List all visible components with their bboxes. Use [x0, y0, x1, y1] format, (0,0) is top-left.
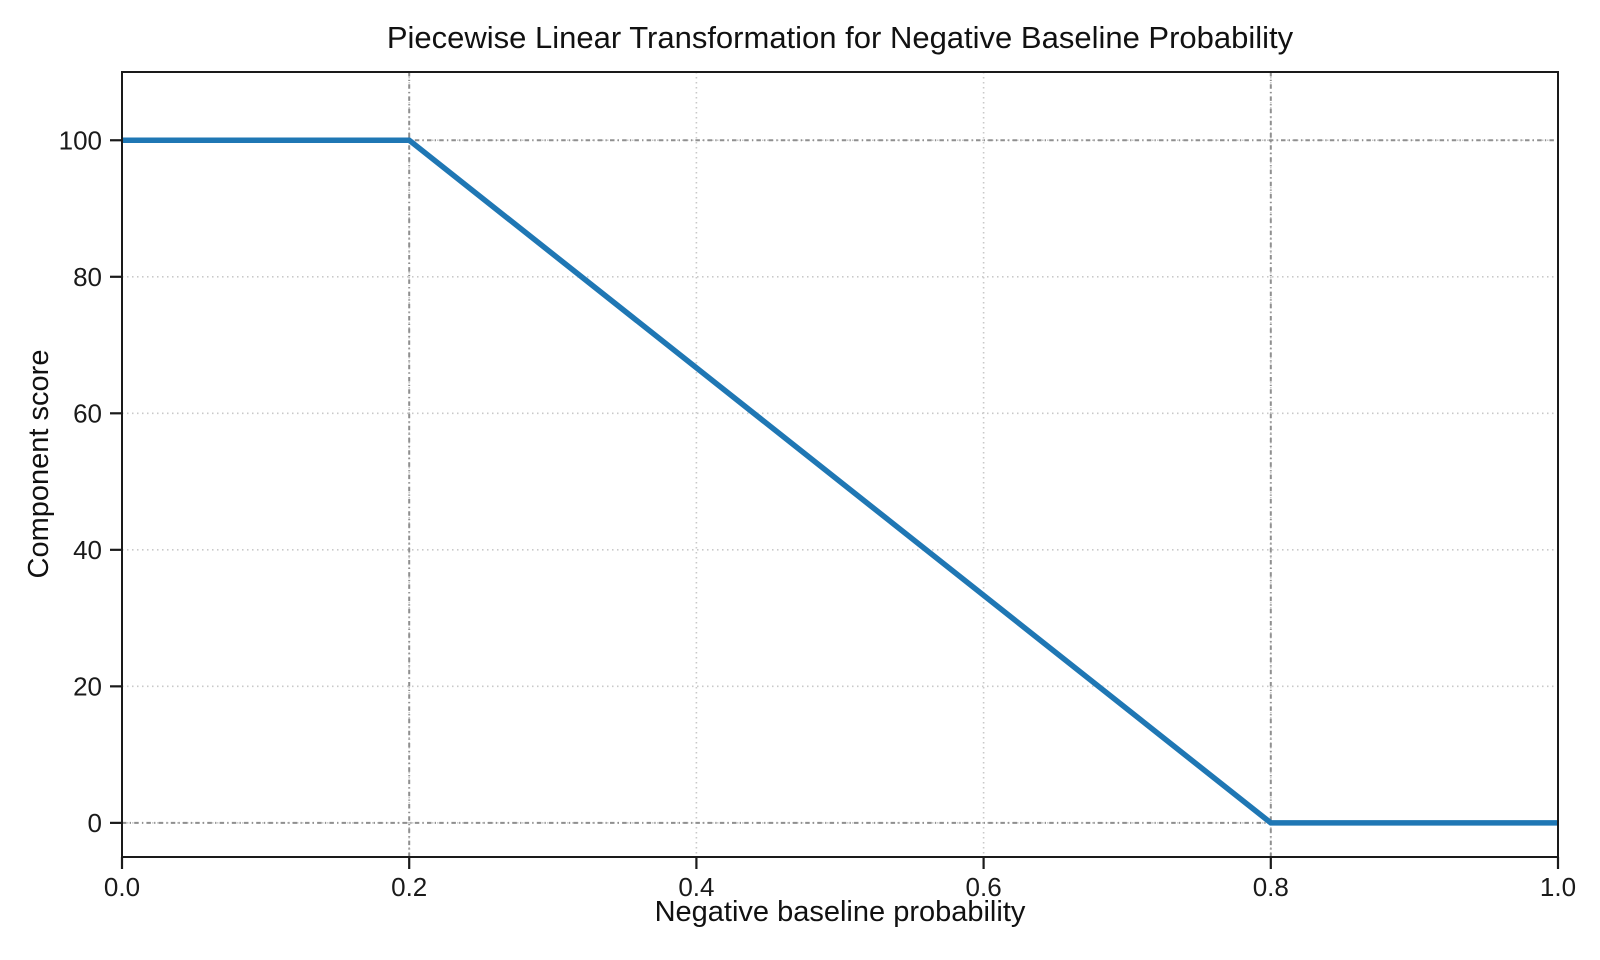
y-tick-label: 80	[73, 262, 102, 292]
grid-layer	[121, 72, 1559, 857]
axes-layer	[110, 71, 1560, 869]
x-tick-label: 0.2	[391, 872, 427, 902]
y-tick-label: 60	[73, 398, 102, 428]
x-tick-label: 0.0	[104, 872, 140, 902]
y-tick-label: 40	[73, 535, 102, 565]
series-layer	[122, 137, 1558, 826]
y-tick-label: 20	[73, 671, 102, 701]
y-axis-label: Component score	[23, 350, 55, 579]
chart-title: Piecewise Linear Transformation for Nega…	[387, 20, 1294, 55]
x-tick-label: 0.4	[678, 872, 714, 902]
reference-lines-layer	[122, 72, 1558, 857]
tick-labels-layer: 0.0 0.2 0.4 0.6 0.8 1.0 0 20 40 60 80 100	[59, 125, 1576, 902]
y-tick-label: 100	[59, 125, 102, 155]
x-tick-label: 1.0	[1540, 872, 1576, 902]
x-axis-label: Negative baseline probability	[655, 896, 1026, 928]
series-line	[122, 137, 1558, 826]
x-tick-label: 0.6	[966, 872, 1002, 902]
x-tick-label: 0.8	[1253, 872, 1289, 902]
plot-border	[121, 71, 1559, 858]
y-tick-label: 0	[88, 808, 102, 838]
